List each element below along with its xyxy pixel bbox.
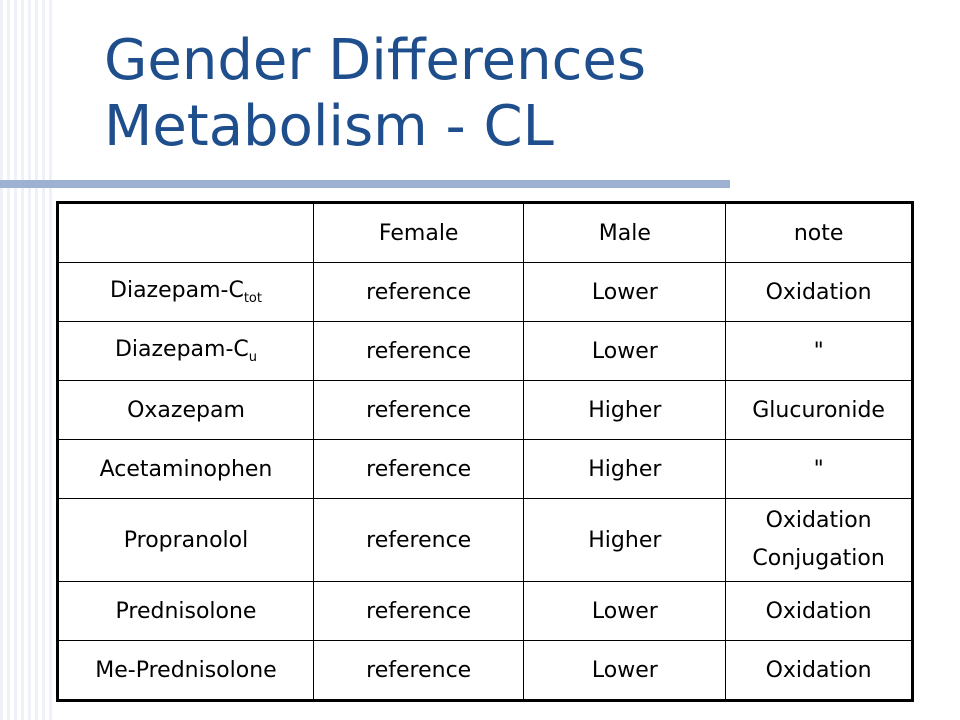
note-cell: Oxidation xyxy=(725,262,913,322)
header-cell-male: Male xyxy=(523,202,727,263)
female-cell: reference xyxy=(312,262,525,322)
slide-title-line-1: Gender Differences xyxy=(104,28,647,93)
male-cell: Lower xyxy=(523,321,727,381)
note-cell: Oxidation xyxy=(725,640,913,701)
note-cell: Oxidation Conjugation xyxy=(725,498,913,582)
table-row: Oxazepam reference Higher Glucuronide xyxy=(57,380,913,440)
drug-name: Diazepam-C xyxy=(114,337,249,362)
slide-title: Gender Differences Metabolism - CL xyxy=(104,28,864,160)
male-cell: Lower xyxy=(523,640,727,701)
female-cell: reference xyxy=(312,321,525,381)
drug-name: Diazepam-C xyxy=(110,278,244,303)
title-divider xyxy=(0,180,730,188)
male-cell: Lower xyxy=(523,581,727,641)
drug-subscript: tot xyxy=(243,291,262,306)
note-line: Conjugation xyxy=(752,546,885,571)
female-cell: reference xyxy=(312,581,525,641)
male-cell: Higher xyxy=(523,380,727,440)
male-cell: Higher xyxy=(523,498,727,582)
table-row: Acetaminophen reference Higher " xyxy=(57,439,913,499)
female-cell: reference xyxy=(312,640,525,701)
table-row: Propranolol reference Higher Oxidation C… xyxy=(57,498,913,582)
drug-cell: Propranolol xyxy=(57,498,314,582)
drug-cell: Diazepam-Ctot xyxy=(57,262,314,322)
female-cell: reference xyxy=(312,380,525,440)
drug-cell: Prednisolone xyxy=(57,581,314,641)
note-line: Oxidation xyxy=(765,508,872,533)
table-row: Diazepam-Cu reference Lower " xyxy=(57,321,913,381)
note-cell: " xyxy=(725,321,913,381)
drug-cell: Acetaminophen xyxy=(57,439,314,499)
table-row: Me-Prednisolone reference Lower Oxidatio… xyxy=(57,640,913,701)
slide-title-line-2: Metabolism - CL xyxy=(104,94,554,159)
table-row: Prednisolone reference Lower Oxidation xyxy=(57,581,913,641)
header-cell-note: note xyxy=(725,202,913,263)
table-header-row: Female Male note xyxy=(57,202,913,263)
note-cell: " xyxy=(725,439,913,499)
drug-subscript: u xyxy=(248,350,258,365)
drug-cell: Oxazepam xyxy=(57,380,314,440)
note-cell: Glucuronide xyxy=(725,380,913,440)
male-cell: Lower xyxy=(523,262,727,322)
note-cell: Oxidation xyxy=(725,581,913,641)
female-cell: reference xyxy=(312,439,525,499)
male-cell: Higher xyxy=(523,439,727,499)
table-row: Diazepam-Ctot reference Lower Oxidation xyxy=(57,262,913,322)
drug-cell: Diazepam-Cu xyxy=(57,321,314,381)
header-cell-empty xyxy=(57,202,314,263)
drug-cell: Me-Prednisolone xyxy=(57,640,314,701)
decorative-stripes xyxy=(0,0,56,720)
female-cell: reference xyxy=(312,498,525,582)
header-cell-female: Female xyxy=(312,202,525,263)
metabolism-table: Female Male note Diazepam-Ctot reference… xyxy=(56,201,914,702)
